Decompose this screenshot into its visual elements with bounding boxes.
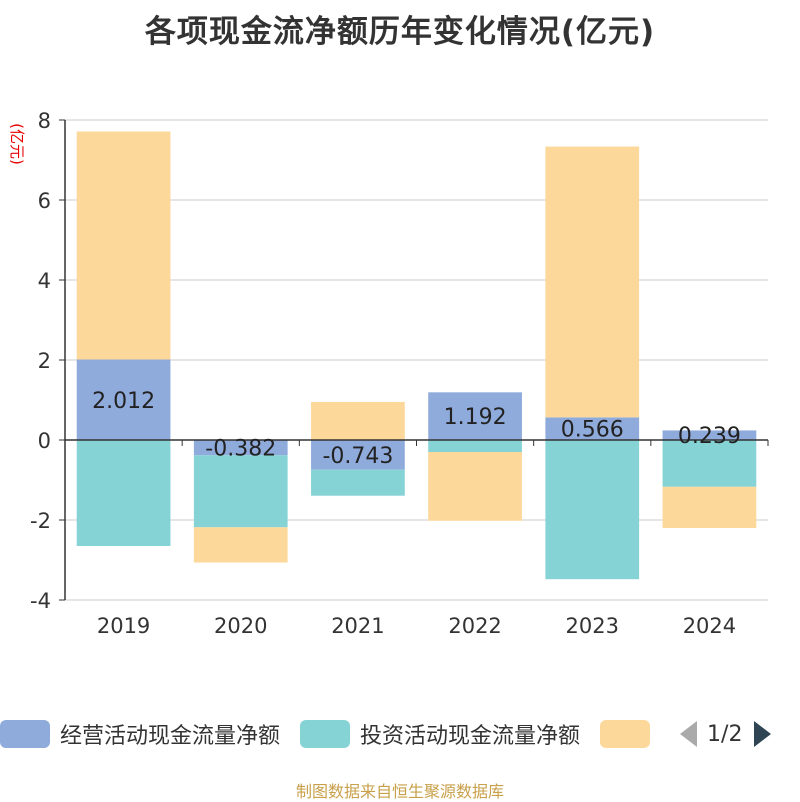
x-tick-label: 2021: [331, 614, 384, 638]
bar-2022-series-1: [428, 440, 522, 452]
legend-page-indicator: 1/2: [707, 721, 743, 747]
y-tick-label: 2: [38, 349, 51, 373]
x-tick-label: 2020: [214, 614, 267, 638]
bar-2019-series-2: [76, 131, 171, 360]
bar-2020-series-0: [193, 440, 288, 456]
legend-label-operating: 经营活动现金流量净额: [60, 724, 281, 749]
x-tick-label: 2022: [448, 614, 501, 638]
bar-2020-series-2: [193, 527, 288, 563]
chart-title: 各项现金流净额历年变化情况(亿元): [144, 14, 656, 50]
y-tick-label: 6: [38, 189, 51, 213]
legend-item-third[interactable]: [600, 720, 660, 748]
x-tick-label: 2024: [683, 614, 736, 638]
x-tick-label: 2023: [566, 614, 619, 638]
x-tick-label: 2019: [97, 614, 150, 638]
source-note: 制图数据来自恒生聚源数据库: [295, 782, 504, 801]
bar-2024-series-0: [662, 430, 757, 440]
bar-2022-series-0: [428, 392, 522, 440]
y-tick-label: -2: [30, 509, 51, 533]
y-tick-label: 8: [38, 109, 51, 133]
data-label-2023: 0.566: [561, 418, 624, 443]
bar-2020-series-1: [193, 455, 288, 528]
bar-2019-series-0: [76, 359, 171, 440]
legend-pager: 1/2: [680, 721, 772, 747]
legend-swatch-investing: [300, 720, 351, 748]
bar-2024-series-1: [662, 440, 757, 487]
data-label-2022: 1.192: [444, 405, 507, 430]
legend-prev-page-icon[interactable]: [680, 721, 698, 747]
legend-item-operating[interactable]: 经营活动现金流量净额: [0, 718, 280, 750]
bar-2021-series-0: [311, 440, 405, 470]
data-label-2021: -0.743: [322, 444, 393, 469]
bar-2023-series-0: [545, 417, 640, 440]
data-label-2024: 0.239: [678, 424, 741, 449]
bar-2023-series-1: [545, 440, 640, 580]
bar-2021-series-2: [311, 402, 405, 440]
bar-2019-series-1: [76, 440, 171, 546]
legend-next-page-icon[interactable]: [754, 721, 772, 747]
y-tick-label: 0: [38, 429, 51, 453]
legend-swatch-third: [600, 720, 651, 748]
legend-label-investing: 投资活动现金流量净额: [360, 724, 581, 749]
axes: -4 -2 0 2 4 6 8 2019 2020 2021 2022 2023 2024 (亿元): [8, 109, 769, 638]
bars: [76, 131, 757, 580]
y-tick-label: -4: [30, 589, 51, 613]
grid-lines: [65, 119, 768, 601]
y-axis-label: (亿元): [8, 123, 26, 165]
bar-2021-series-1: [311, 469, 405, 496]
legend-item-investing[interactable]: 投资活动现金流量净额: [300, 718, 580, 750]
bar-2024-series-2: [662, 486, 757, 528]
data-label-2019: 2.012: [92, 389, 155, 414]
data-label-2020: -0.382: [205, 437, 276, 462]
bar-2023-series-2: [545, 146, 640, 418]
data-labels: 2.012 -0.382 -0.743 1.192 0.566 0.239: [92, 389, 741, 469]
legend: 经营活动现金流量净额 投资活动现金流量净额 1/2: [0, 716, 772, 752]
y-tick-label: 4: [38, 269, 51, 293]
legend-swatch-operating: [0, 720, 50, 748]
bar-2022-series-2: [428, 452, 522, 521]
